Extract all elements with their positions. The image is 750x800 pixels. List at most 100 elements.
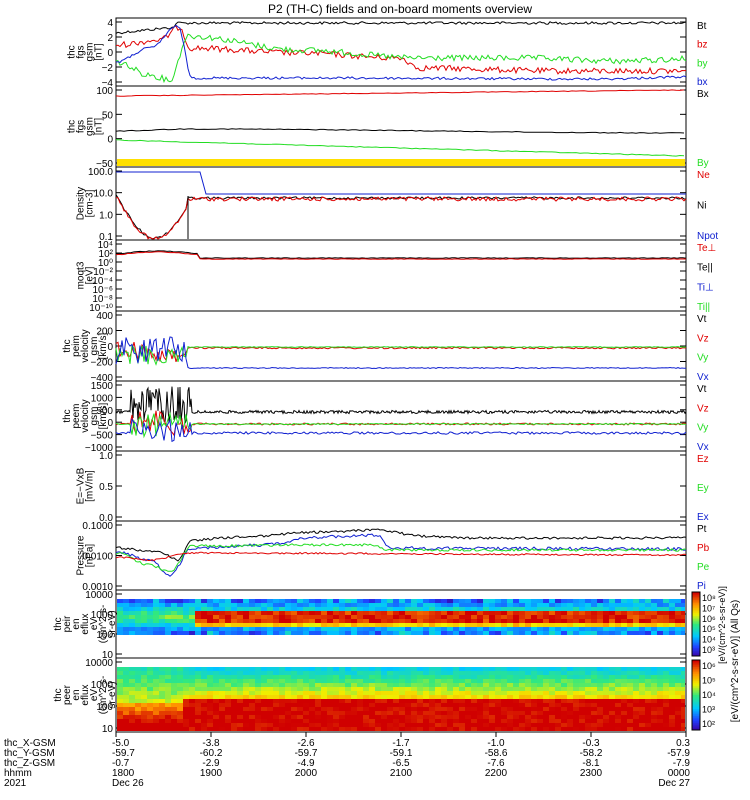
panel-9-spectrogram-cell	[585, 611, 591, 615]
panel-10-spectrogram-cell	[381, 719, 387, 723]
panel-10-spectrogram-cell	[225, 703, 231, 707]
panel-10-spectrogram-cell	[513, 675, 519, 679]
panel-10-spectrogram-cell	[171, 679, 177, 683]
panel-10-spectrogram-cell	[591, 667, 597, 671]
panel-10-spectrogram-cell	[441, 699, 447, 703]
panel-10-spectrogram-cell	[429, 675, 435, 679]
panel-9-spectrogram-cell	[615, 607, 621, 611]
panel-10-spectrogram-cell	[249, 691, 255, 695]
panel-9-spectrogram-cell	[375, 631, 381, 635]
panel-10-spectrogram-cell	[489, 667, 495, 671]
panel-10-spectrogram-cell	[543, 699, 549, 703]
panel-9-spectrogram-cell	[177, 603, 183, 607]
panel-1-ytick-label: −2	[102, 63, 114, 74]
panel-10-ylabel: peer	[62, 684, 73, 705]
panel-10-spectrogram-cell	[291, 691, 297, 695]
panel-9-spectrogram-cell	[663, 599, 669, 603]
panel-9-spectrogram-cell	[357, 603, 363, 607]
panel-10-spectrogram-cell	[663, 715, 669, 719]
panel-10-spectrogram-cell	[519, 711, 525, 715]
panel-9-spectrogram-cell	[309, 619, 315, 623]
panel-10-spectrogram-cell	[495, 711, 501, 715]
panel-10-spectrogram-cell	[555, 715, 561, 719]
panel-9-spectrogram-cell	[561, 627, 567, 631]
panel-10-spectrogram-cell	[621, 699, 627, 703]
xaxis-value: -59.7	[112, 748, 135, 759]
panel-10-spectrogram-cell	[441, 723, 447, 727]
panel-9-spectrogram-cell	[579, 619, 585, 623]
panel-10-spectrogram-cell	[387, 707, 393, 711]
panel-10-spectrogram-cell	[177, 715, 183, 719]
panel-9-spectrogram-cell	[537, 603, 543, 607]
colorbar-1-tick: 10³	[702, 645, 715, 655]
panel-9-spectrogram-cell	[375, 607, 381, 611]
panel-10-spectrogram-cell	[615, 667, 621, 671]
panel-10-spectrogram-cell	[393, 727, 399, 731]
panel-10-spectrogram-cell	[195, 683, 201, 687]
panel-6-ylabel: velocity	[80, 399, 91, 432]
panel-10-spectrogram-cell	[615, 723, 621, 727]
panel-10-spectrogram-cell	[465, 723, 471, 727]
panel-10-spectrogram-cell	[219, 711, 225, 715]
panel-10-spectrogram-cell	[339, 727, 345, 731]
panel-9-spectrogram-cell	[543, 607, 549, 611]
colorbar-2-segment	[692, 705, 700, 708]
xaxis-value: -2.9	[202, 758, 220, 769]
panel-10-spectrogram-cell	[321, 671, 327, 675]
panel-10-spectrogram-cell	[399, 723, 405, 727]
panel-9-spectrogram-cell	[579, 627, 585, 631]
panel-10-spectrogram-cell	[591, 675, 597, 679]
panel-10-spectrogram-cell	[135, 671, 141, 675]
panel-10-spectrogram-cell	[321, 711, 327, 715]
panel-10-spectrogram-cell	[507, 699, 513, 703]
panel-10-spectrogram-cell	[543, 723, 549, 727]
panel-9-spectrogram-cell	[267, 599, 273, 603]
panel-10-spectrogram-cell	[555, 707, 561, 711]
panel-9-spectrogram-cell	[603, 607, 609, 611]
panel-9-spectrogram-cell	[273, 627, 279, 631]
panel-10-spectrogram-cell	[465, 707, 471, 711]
panel-9-spectrogram-cell	[195, 631, 201, 635]
panel-10-spectrogram-cell	[495, 703, 501, 707]
panel-10-spectrogram-cell	[177, 671, 183, 675]
panel-10-spectrogram-cell	[483, 699, 489, 703]
panel-9-spectrogram-cell	[591, 615, 597, 619]
panel-10-spectrogram-cell	[615, 727, 621, 731]
panel-10-spectrogram-cell	[375, 699, 381, 703]
panel-10-spectrogram-cell	[657, 711, 663, 715]
panel-10-spectrogram-cell	[423, 687, 429, 691]
panel-10-spectrogram-cell	[261, 711, 267, 715]
panel-10-spectrogram-cell	[165, 719, 171, 723]
panel-10-spectrogram-cell	[555, 719, 561, 723]
panel-9-spectrogram-cell	[255, 619, 261, 623]
panel-10-spectrogram-cell	[489, 687, 495, 691]
panel-10-spectrogram-cell	[603, 691, 609, 695]
panel-10-spectrogram-cell	[225, 667, 231, 671]
panel-10-spectrogram-cell	[669, 687, 675, 691]
panel-9-spectrogram-cell	[603, 599, 609, 603]
panel-3-legend-blue: Npot	[697, 231, 718, 242]
panel-9-spectrogram-cell	[669, 615, 675, 619]
panel-10-spectrogram-cell	[249, 671, 255, 675]
panel-10-spectrogram-cell	[633, 723, 639, 727]
panel-9-spectrogram-cell	[231, 611, 237, 615]
panel-9-spectrogram-cell	[423, 615, 429, 619]
panel-9-spectrogram-cell	[189, 599, 195, 603]
panel-10-spectrogram-cell	[417, 727, 423, 731]
panel-10-spectrogram-cell	[381, 707, 387, 711]
panel-9-spectrogram-cell	[237, 627, 243, 631]
panel-9-spectrogram-cell	[513, 623, 519, 627]
panel-2-ytick-label: 50	[102, 110, 114, 121]
panel-10-spectrogram-cell	[267, 675, 273, 679]
panel-9-spectrogram-cell	[435, 627, 441, 631]
panel-4-teperp-line	[115, 251, 687, 260]
panel-9-spectrogram-cell	[279, 607, 285, 611]
panel-9-spectrogram-cell	[219, 615, 225, 619]
panel-10-spectrogram-cell	[291, 667, 297, 671]
colorbar-2-segment	[692, 695, 700, 698]
panel-10-spectrogram-cell	[525, 703, 531, 707]
panel-10-spectrogram-cell	[639, 679, 645, 683]
panel-10-spectrogram-cell	[549, 695, 555, 699]
panel-10-spectrogram-cell	[465, 671, 471, 675]
colorbar-2-segment	[692, 707, 700, 710]
